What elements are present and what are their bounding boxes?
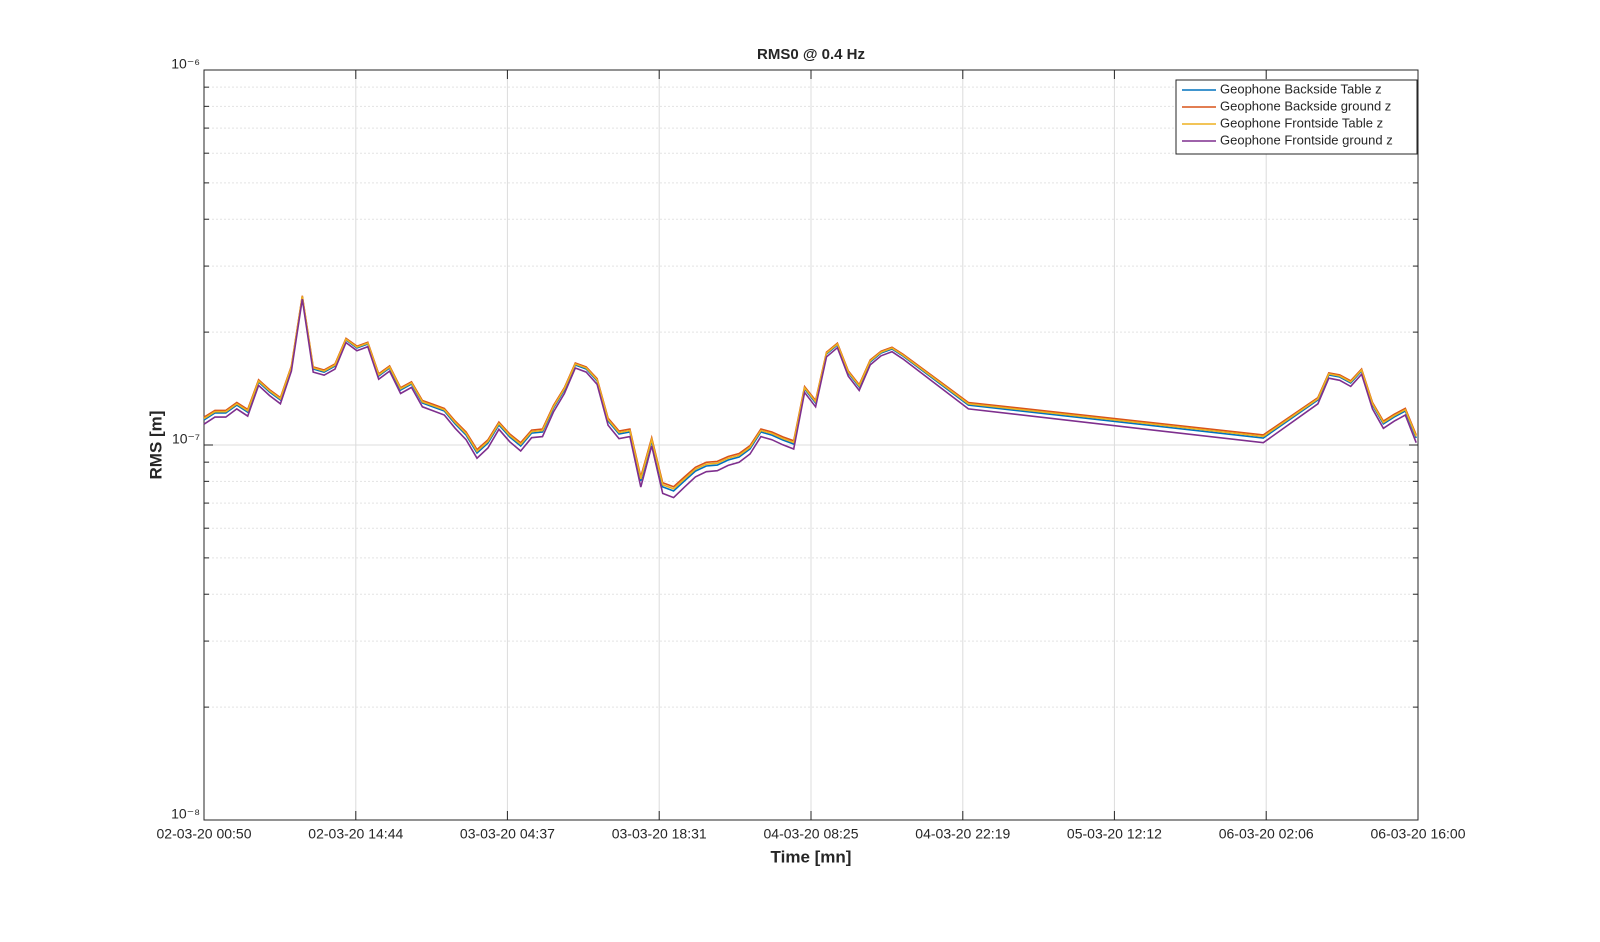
x-tick-label: 02-03-20 14:44 xyxy=(308,826,403,842)
legend-label: Geophone Backside Table z xyxy=(1220,81,1382,96)
y-tick-label: 10⁻⁶ xyxy=(171,56,200,72)
y-tick-label: 10⁻⁸ xyxy=(171,806,200,822)
plot-frame xyxy=(203,69,1419,821)
y-tick-label: 10⁻⁷ xyxy=(172,431,200,447)
x-tick-label: 06-03-20 16:00 xyxy=(1371,826,1466,842)
x-tick-label: 04-03-20 08:25 xyxy=(764,826,859,842)
x-tick-label: 03-03-20 04:37 xyxy=(460,826,555,842)
data-line xyxy=(203,296,1417,490)
legend-label: Geophone Frontside Table z xyxy=(1220,115,1383,130)
x-tick-label: 04-03-20 22:19 xyxy=(915,826,1010,842)
legend-label: Geophone Frontside ground z xyxy=(1220,132,1393,147)
legend-box xyxy=(1175,79,1418,155)
x-axis-label: Time [mn] xyxy=(771,847,852,866)
x-tick-label: 05-03-20 12:12 xyxy=(1067,826,1162,842)
chart-title: RMS0 @ 0.4 Hz xyxy=(757,46,865,63)
y-axis-label: RMS [m] xyxy=(146,411,165,480)
data-line xyxy=(203,298,1417,499)
legend-label: Geophone Backside ground z xyxy=(1220,98,1391,113)
x-tick-label: 06-03-20 02:06 xyxy=(1219,826,1314,842)
x-tick-label: 03-03-20 18:31 xyxy=(612,826,707,842)
x-tick-label: 02-03-20 00:50 xyxy=(157,826,252,842)
